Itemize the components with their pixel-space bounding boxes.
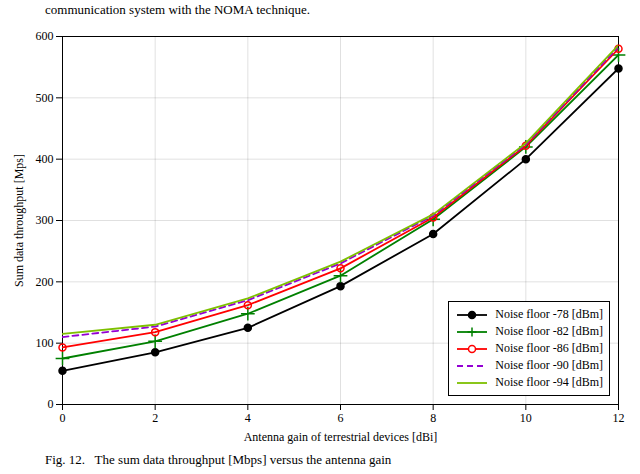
html-text:Noise floor -86 [dBm]: Noise floor -86 [dBm] — [495, 341, 603, 355]
html-text:Fig. 12. The sum data throughp: Fig. 12. The sum data throughput [Mbps] … — [45, 452, 392, 467]
svg-text:300: 300 — [36, 213, 54, 227]
html-text:Noise floor -82 [dBm]: Noise floor -82 [dBm] — [495, 324, 603, 338]
svg-text:500: 500 — [36, 91, 54, 105]
html-text:Noise floor -90 [dBm]: Noise floor -90 [dBm] — [495, 358, 603, 372]
svg-text:4: 4 — [245, 411, 251, 425]
svg-text:Sum data throughput [Mps]: Sum data throughput [Mps] — [12, 154, 26, 287]
svg-text:2: 2 — [152, 411, 158, 425]
svg-text:Antenna gain of terrestrial de: Antenna gain of terrestrial devices [dBi… — [244, 430, 438, 444]
svg-text:8: 8 — [430, 411, 436, 425]
svg-text:100: 100 — [36, 336, 54, 350]
svg-text:0: 0 — [48, 397, 54, 411]
html-text:Noise floor -94 [dBm]: Noise floor -94 [dBm] — [495, 375, 603, 389]
html-text:communication system with the: communication system with the NOMA techn… — [45, 2, 310, 17]
svg-text:600: 600 — [36, 29, 54, 43]
svg-text:6: 6 — [338, 411, 344, 425]
svg-text:10: 10 — [520, 411, 532, 425]
svg-text:200: 200 — [36, 275, 54, 289]
svg-text:12: 12 — [613, 411, 625, 425]
html-text:Noise floor -78 [dBm]: Noise floor -78 [dBm] — [495, 307, 603, 321]
svg-text:400: 400 — [36, 152, 54, 166]
svg-text:0: 0 — [60, 411, 66, 425]
